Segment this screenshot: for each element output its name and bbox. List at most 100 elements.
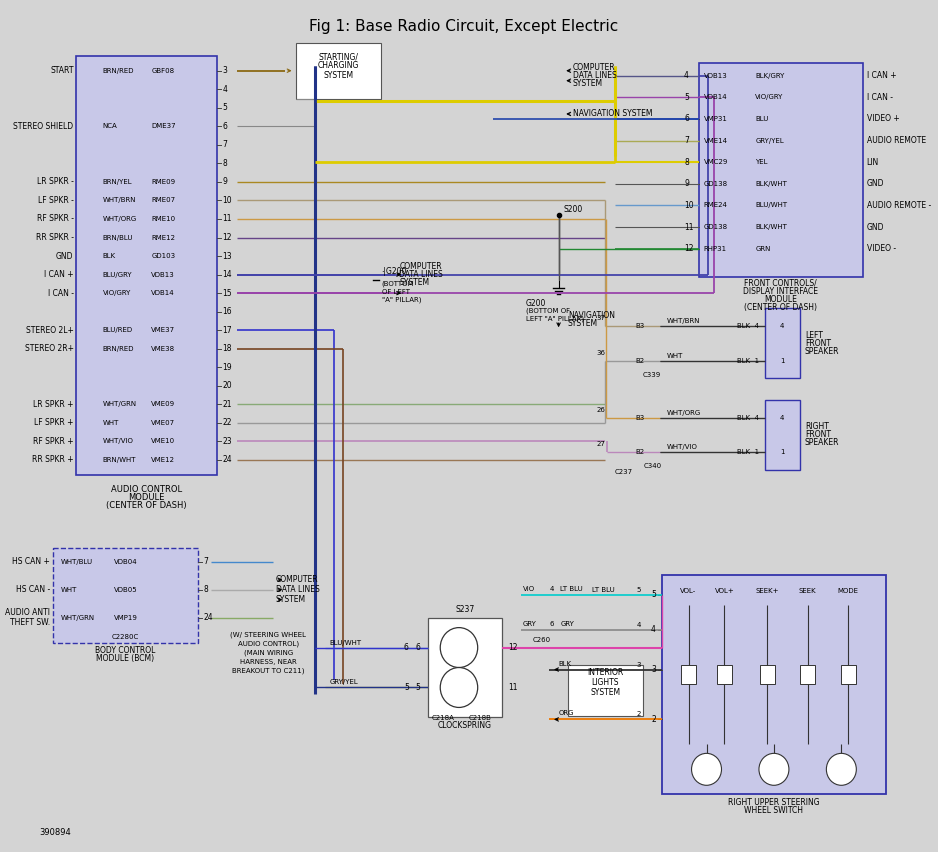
Text: 1: 1 — [780, 358, 784, 364]
Text: (CENTER OF DASH): (CENTER OF DASH) — [106, 501, 187, 509]
Text: 6: 6 — [404, 643, 409, 652]
Text: COMPUTER: COMPUTER — [276, 575, 319, 584]
Text: DATA LINES: DATA LINES — [400, 270, 443, 279]
Text: 22: 22 — [222, 418, 232, 428]
Text: ORG: ORG — [559, 711, 574, 717]
Text: (BOTTOM OF: (BOTTOM OF — [526, 308, 570, 314]
Text: S237: S237 — [455, 605, 475, 614]
Text: GD103: GD103 — [151, 253, 175, 259]
Text: BLU: BLU — [755, 116, 768, 122]
Text: (BOTTOM: (BOTTOM — [382, 280, 415, 287]
Text: B2: B2 — [636, 358, 644, 364]
Text: SYSTEM: SYSTEM — [590, 688, 620, 697]
Text: GND: GND — [56, 251, 73, 261]
Text: 26: 26 — [597, 406, 605, 412]
Text: LEFT: LEFT — [805, 331, 823, 340]
Bar — [661, 575, 886, 794]
Text: I CAN -: I CAN - — [48, 289, 73, 297]
Text: 15: 15 — [222, 289, 232, 297]
Text: BRN/RED: BRN/RED — [102, 346, 134, 352]
Text: VOL-: VOL- — [680, 588, 697, 594]
Text: CLOCKSPRING: CLOCKSPRING — [438, 721, 492, 730]
Text: 8: 8 — [204, 585, 208, 594]
Text: 7: 7 — [684, 136, 688, 145]
Text: FRONT: FRONT — [805, 338, 831, 348]
Text: CHARGING: CHARGING — [318, 61, 359, 70]
Circle shape — [759, 753, 789, 786]
Text: 14: 14 — [222, 270, 232, 279]
Text: AUDIO REMOTE -: AUDIO REMOTE - — [867, 201, 930, 210]
Text: VOL+: VOL+ — [715, 588, 734, 594]
Text: NAVIGATION: NAVIGATION — [567, 311, 615, 320]
Text: VME37: VME37 — [151, 327, 175, 333]
Text: LR SPKR -: LR SPKR - — [37, 177, 73, 187]
Circle shape — [691, 753, 721, 786]
Text: GRN: GRN — [755, 245, 771, 251]
Text: SPEAKER: SPEAKER — [805, 347, 840, 355]
Text: OF LEFT: OF LEFT — [382, 289, 410, 295]
Text: GD138: GD138 — [704, 181, 728, 187]
Text: VDB05: VDB05 — [113, 587, 138, 593]
Text: MODULE: MODULE — [764, 295, 797, 304]
Text: 1: 1 — [780, 450, 784, 456]
Text: RHP31: RHP31 — [704, 245, 727, 251]
Text: VME10: VME10 — [151, 439, 175, 445]
Text: DATA LINES: DATA LINES — [276, 585, 320, 594]
Text: I CAN +: I CAN + — [867, 72, 896, 80]
Text: 27: 27 — [597, 441, 605, 447]
Text: BLU/GRY: BLU/GRY — [102, 272, 132, 278]
Text: GND: GND — [867, 179, 885, 188]
Text: 6: 6 — [550, 620, 553, 626]
Text: HARNESS, NEAR: HARNESS, NEAR — [240, 659, 296, 665]
Text: WHT/BRN: WHT/BRN — [102, 198, 136, 204]
Text: AUDIO REMOTE: AUDIO REMOTE — [867, 136, 926, 145]
Text: LIGHTS: LIGHTS — [592, 678, 619, 687]
Text: 23: 23 — [222, 437, 232, 446]
Text: C218B: C218B — [469, 716, 492, 722]
Text: BLU/WHT: BLU/WHT — [329, 640, 361, 646]
Text: WHT/GRN: WHT/GRN — [60, 614, 95, 620]
Text: LIN: LIN — [867, 158, 879, 167]
Text: RME12: RME12 — [151, 234, 175, 240]
Text: LT BLU: LT BLU — [592, 587, 614, 593]
Text: DATA LINES: DATA LINES — [572, 72, 616, 80]
Text: GRY/YEL: GRY/YEL — [329, 680, 358, 686]
Text: BLK  4: BLK 4 — [737, 415, 759, 421]
Text: 4: 4 — [222, 84, 227, 94]
Text: SPEAKER: SPEAKER — [805, 439, 840, 447]
Text: G200: G200 — [526, 299, 546, 308]
Text: NAVIGATION SYSTEM: NAVIGATION SYSTEM — [572, 109, 652, 118]
Text: SYSTEM: SYSTEM — [400, 278, 430, 287]
Text: 4: 4 — [684, 72, 688, 80]
Text: BRN/BLU: BRN/BLU — [102, 234, 133, 240]
Text: VDB14: VDB14 — [704, 95, 727, 101]
Text: HS CAN -: HS CAN - — [16, 585, 51, 594]
Text: 24: 24 — [204, 613, 213, 622]
Text: RR SPKR +: RR SPKR + — [32, 456, 73, 464]
Text: 4: 4 — [637, 622, 641, 628]
Text: C2280C: C2280C — [112, 634, 139, 640]
Text: 17: 17 — [222, 325, 232, 335]
Text: VMP31: VMP31 — [704, 116, 728, 122]
Text: BLK  1: BLK 1 — [737, 358, 759, 364]
Text: 37: 37 — [597, 314, 605, 320]
Text: C339: C339 — [643, 371, 661, 377]
Text: S200: S200 — [564, 205, 582, 214]
Text: VDB13: VDB13 — [704, 72, 728, 78]
Text: 3: 3 — [651, 665, 656, 674]
Text: 9: 9 — [222, 177, 227, 187]
Text: VDB04: VDB04 — [113, 559, 138, 565]
Text: 5: 5 — [222, 103, 227, 112]
Text: BLK: BLK — [102, 253, 115, 259]
Text: 8: 8 — [684, 158, 688, 167]
Text: (W/ STEERING WHEEL: (W/ STEERING WHEEL — [231, 631, 307, 638]
Text: SYSTEM: SYSTEM — [324, 72, 354, 80]
Text: BLU/WHT: BLU/WHT — [755, 203, 787, 209]
Text: C218A: C218A — [431, 716, 454, 722]
Text: 20: 20 — [222, 382, 232, 390]
Text: 10: 10 — [222, 196, 232, 205]
Text: SEEK: SEEK — [799, 588, 816, 594]
Bar — [567, 665, 643, 717]
Text: SEEK+: SEEK+ — [755, 588, 779, 594]
Text: 9: 9 — [684, 179, 688, 188]
